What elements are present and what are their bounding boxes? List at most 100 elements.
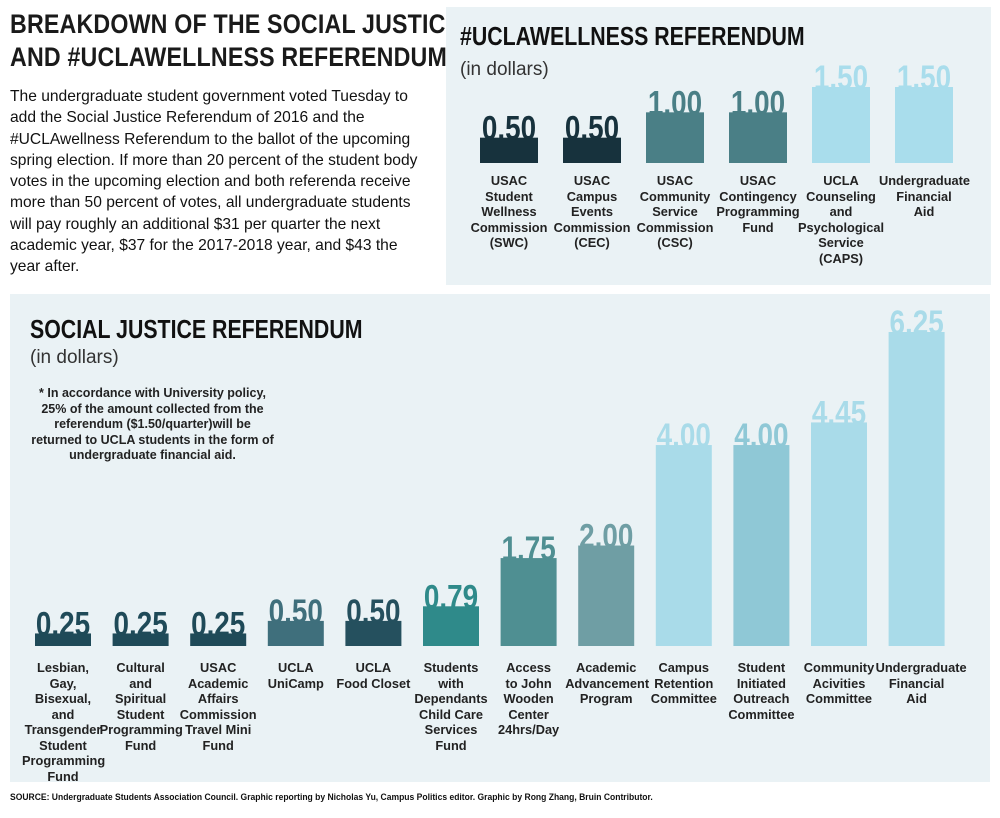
justice-category-label-line: Initiated	[736, 675, 786, 691]
justice-category-label-line: Student	[39, 737, 87, 753]
justice-category-label-line: Students	[423, 660, 479, 675]
wellness-category-label-line: UCLA	[823, 173, 859, 188]
justice-category-label-line: Financial	[888, 675, 945, 691]
wellness-category-label-line: Wellness	[481, 204, 537, 219]
justice-category-label: USAC Academic Affairs Commission Travel Mini…	[177, 660, 259, 753]
justice-bar	[655, 445, 712, 646]
justice-category-label-line: Lesbian, Gay,	[37, 660, 89, 691]
justice-category-label: Academic Advancement Program	[565, 660, 650, 707]
justice-category-label-line: UCLA	[355, 660, 392, 675]
wellness-category-label-line: Financial	[896, 188, 952, 204]
justice-category-label: Community Acivities Committee	[798, 660, 880, 707]
wellness-category-label-line: USAC	[656, 173, 694, 188]
justice-category-label-line: UniCamp	[267, 675, 324, 691]
justice-category-label-line: Community	[803, 660, 875, 675]
wellness-category-label-line: Contingency	[719, 188, 797, 204]
justice-category-label-line: Commission	[179, 706, 257, 722]
justice-category-label-line: Acivities	[812, 675, 866, 691]
justice-value-label: 4.00	[657, 416, 711, 454]
justice-category-label: Student Initiated Outreach Committee	[720, 660, 802, 722]
justice-category-label-line: Advancement	[565, 675, 650, 691]
justice-bar	[578, 545, 635, 646]
justice-category-label-line: Retention	[654, 675, 714, 691]
wellness-category-label-line: and	[829, 204, 853, 219]
justice-category-label-line: Affairs	[197, 691, 239, 706]
wellness-category-label-line: Community	[639, 188, 711, 204]
justice-category-label-line: Undergraduate	[875, 660, 967, 675]
justice-bar	[35, 633, 91, 646]
justice-bar	[733, 445, 790, 646]
wellness-category-label-line: Aid	[913, 204, 935, 219]
justice-category-label-line: Fund	[435, 737, 467, 753]
wellness-value-label: 0.50	[482, 109, 536, 147]
wellness-bar	[480, 137, 538, 163]
justice-value-label: 2.00	[579, 517, 633, 555]
justice-category-label-line: Bisexual, and	[34, 691, 92, 722]
wellness-category-label-line: Commission	[553, 219, 631, 235]
justice-bar	[423, 606, 479, 646]
justice-category-label-line: with	[438, 675, 464, 691]
wellness-bar	[646, 112, 704, 163]
wellness-category-label-line: USAC	[490, 173, 528, 188]
justice-value-label: 4.00	[734, 416, 788, 454]
justice-category-label-line: Services	[424, 722, 478, 737]
justice-category-label-line: Spiritual	[114, 691, 167, 706]
justice-category-label: Students with Dependants Child Care Services…	[410, 660, 492, 753]
wellness-bar	[729, 112, 787, 163]
justice-category-label-line: UCLA	[278, 660, 314, 675]
main-title-line2: AND #UCLAWELLNESS REFERENDUM	[10, 42, 447, 72]
justice-category-label-line: Access	[506, 660, 551, 675]
justice-footnote: * In accordance with University policy, …	[31, 386, 274, 462]
justice-value-label: 4.45	[812, 394, 866, 432]
wellness-category-label: USAC Community Service Commission (CSC)	[630, 173, 720, 251]
justice-chart-subtitle: (in dollars)	[30, 347, 119, 368]
justice-category-label-line: Committee	[650, 691, 717, 706]
justice-category-label: Undergraduate Financial Aid	[875, 660, 967, 707]
justice-value-label: 0.50	[269, 592, 323, 630]
justice-category-label-line: and	[129, 675, 152, 691]
justice-category-label-line: Travel Mini	[185, 722, 252, 737]
wellness-category-label-line: Programming	[716, 204, 800, 219]
main-title-line1: BREAKDOWN OF THE SOCIAL JUSTICE	[10, 9, 462, 39]
justice-category-label: Lesbian, Gay, Bisexual, and Transgender Stu…	[22, 660, 105, 784]
wellness-value-label: 0.50	[565, 109, 619, 147]
justice-category-label-line: 24hrs/Day	[498, 722, 560, 737]
wellness-category-label-line: Service	[652, 204, 698, 219]
justice-bar-chart: 0.25 0.25 0.25 0.50 0.50 0.79 1.75 2.00 4.00 4.00…	[35, 303, 945, 646]
justice-category-label-line: Campus	[658, 660, 710, 675]
wellness-category-label-line: USAC	[573, 173, 611, 188]
wellness-category-label: USAC Contingency Programming Fund	[713, 173, 803, 235]
justice-category-label-line: to John	[505, 675, 552, 691]
justice-category-label-line: Fund	[124, 737, 157, 753]
wellness-bar	[895, 87, 953, 163]
source-credit: SOURCE: Undergraduate Students Associati…	[10, 792, 653, 803]
wellness-category-label-line: (SWC)	[489, 235, 529, 250]
wellness-category-label: USAC Campus Events Commission (CEC)	[547, 173, 637, 251]
justice-chart-title: SOCIAL JUSTICE REFERENDUM	[30, 314, 363, 344]
wellness-category-label-line: Commission	[470, 219, 548, 235]
wellness-category-label: USAC Student Wellness Commission (SWC)	[464, 173, 554, 251]
justice-category-label-line: Transgender	[24, 722, 102, 737]
justice-category-label: UCLA UniCamp	[255, 660, 337, 691]
justice-category-label-line: Program	[579, 691, 633, 706]
justice-value-label: 0.25	[191, 605, 245, 643]
justice-category-label-line: Student	[116, 706, 165, 722]
justice-category-label-line: Wooden	[503, 691, 554, 706]
justice-chart-panel: SOCIAL JUSTICE REFERENDUM (in dollars) *…	[10, 294, 990, 784]
wellness-category-label-line: (CAPS)	[818, 250, 864, 266]
wellness-bar-chart: 0.50 0.50 1.00 1.00 1.50 1.50	[480, 58, 953, 163]
justice-value-label: 0.25	[113, 605, 167, 643]
justice-bar	[811, 422, 867, 646]
justice-category-label-line: Programming	[99, 722, 183, 737]
wellness-value-label: 1.50	[814, 58, 868, 96]
wellness-category-label-line: Campus	[566, 188, 618, 204]
wellness-category-label-line: (CEC)	[574, 235, 610, 250]
wellness-category-label-line: (CSC)	[657, 235, 693, 250]
justice-category-label-line: Aid	[906, 691, 927, 706]
wellness-category-label-line: Service	[818, 235, 864, 250]
justice-value-label: 0.50	[346, 592, 400, 630]
justice-bar	[267, 620, 324, 646]
wellness-category-label: Undergraduate Financial Aid	[879, 173, 970, 220]
justice-category-label-line: Food Closet	[336, 675, 411, 691]
justice-category-label-line: Fund	[47, 768, 79, 784]
